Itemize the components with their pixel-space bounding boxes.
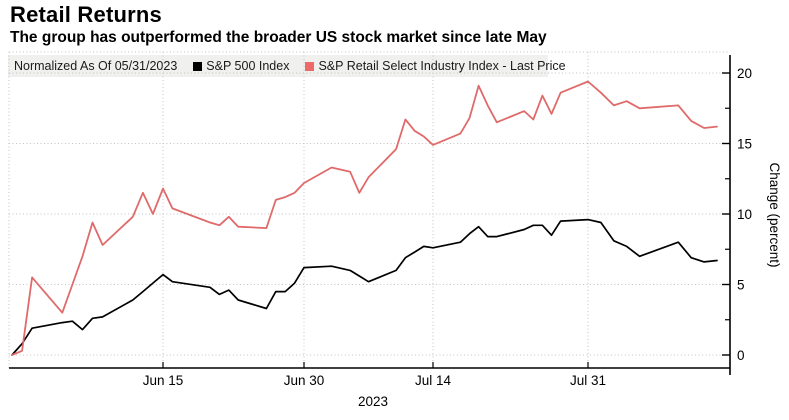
y-tick-label: 0 — [737, 348, 745, 363]
gridlines — [8, 51, 730, 368]
legend: Normalized As Of 05/31/2023 S&P 500 Inde… — [8, 55, 566, 77]
axes — [9, 55, 731, 375]
y-tick-label: 20 — [737, 66, 752, 81]
legend-label-sp500: S&P 500 Index — [206, 59, 290, 73]
y-tick-label: 5 — [737, 278, 745, 293]
x-tick-label: Jul 14 — [415, 373, 452, 388]
chart-subtitle: The group has outperformed the broader U… — [10, 29, 547, 46]
x-tick-label: Jul 31 — [570, 373, 606, 388]
x-tick-label: Jun 30 — [284, 373, 325, 388]
retail-index-line — [11, 80, 718, 356]
axis-labels: 0 5 10 15 20 Jun 15 Jun 30 Jul 14 Jul 31 Change (… — [143, 66, 782, 409]
y-axis-title: Change (percent) — [767, 162, 782, 267]
legend-item-retail: S&P Retail Select Industry Index - Last … — [305, 59, 566, 73]
x-axis-title: 2023 — [358, 394, 388, 409]
legend-note: Normalized As Of 05/31/2023 — [14, 59, 178, 73]
y-tick-label: 15 — [737, 137, 752, 152]
y-tick-label: 10 — [737, 207, 752, 222]
legend-label-retail: S&P Retail Select Industry Index - Last … — [318, 59, 566, 73]
sp500-swatch-icon — [193, 61, 203, 71]
x-tick-label: Jun 15 — [143, 373, 184, 388]
legend-item-sp500: S&P 500 Index — [193, 59, 289, 73]
series-lines — [11, 80, 718, 356]
sp500-line — [11, 218, 718, 356]
retail-swatch-icon — [305, 61, 315, 71]
chart-title: Retail Returns — [10, 2, 162, 27]
